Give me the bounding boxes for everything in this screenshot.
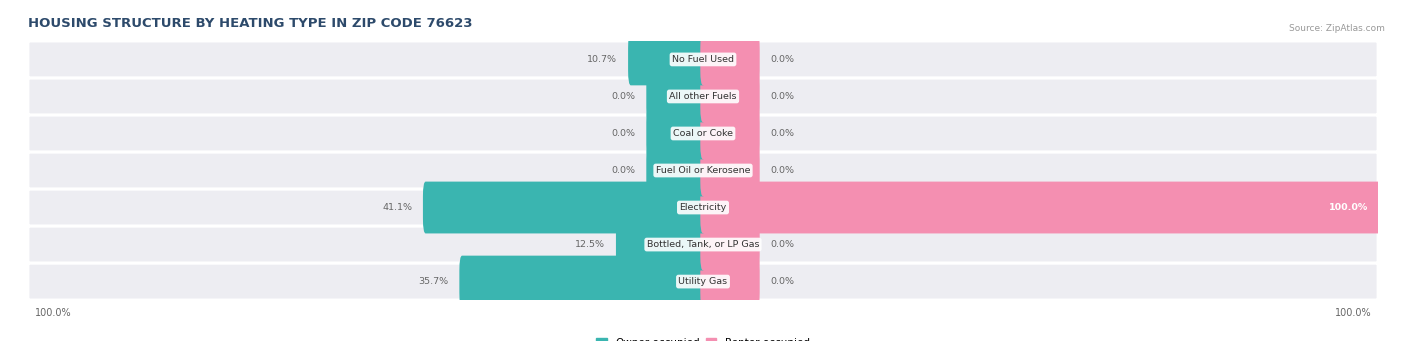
Text: Utility Gas: Utility Gas: [679, 277, 727, 286]
FancyBboxPatch shape: [28, 226, 1378, 263]
Text: No Fuel Used: No Fuel Used: [672, 55, 734, 64]
Text: 100.0%: 100.0%: [1334, 308, 1371, 318]
Text: 100.0%: 100.0%: [1329, 203, 1368, 212]
Text: 0.0%: 0.0%: [770, 129, 794, 138]
FancyBboxPatch shape: [647, 71, 706, 122]
Text: Fuel Oil or Kerosene: Fuel Oil or Kerosene: [655, 166, 751, 175]
Text: HOUSING STRUCTURE BY HEATING TYPE IN ZIP CODE 76623: HOUSING STRUCTURE BY HEATING TYPE IN ZIP…: [28, 17, 472, 30]
FancyBboxPatch shape: [700, 107, 759, 159]
Text: Coal or Coke: Coal or Coke: [673, 129, 733, 138]
FancyBboxPatch shape: [28, 263, 1378, 300]
FancyBboxPatch shape: [700, 256, 759, 308]
FancyBboxPatch shape: [700, 182, 1381, 234]
FancyBboxPatch shape: [28, 115, 1378, 152]
FancyBboxPatch shape: [460, 256, 706, 308]
Text: 0.0%: 0.0%: [770, 240, 794, 249]
Text: 10.7%: 10.7%: [588, 55, 617, 64]
FancyBboxPatch shape: [700, 145, 759, 196]
FancyBboxPatch shape: [423, 182, 706, 234]
FancyBboxPatch shape: [700, 33, 759, 85]
FancyBboxPatch shape: [628, 33, 706, 85]
Text: 100.0%: 100.0%: [35, 308, 72, 318]
Text: All other Fuels: All other Fuels: [669, 92, 737, 101]
Text: 0.0%: 0.0%: [770, 92, 794, 101]
Text: Electricity: Electricity: [679, 203, 727, 212]
Text: 0.0%: 0.0%: [612, 129, 636, 138]
Text: 41.1%: 41.1%: [382, 203, 412, 212]
FancyBboxPatch shape: [28, 152, 1378, 189]
FancyBboxPatch shape: [700, 71, 759, 122]
Text: 0.0%: 0.0%: [612, 92, 636, 101]
Text: 0.0%: 0.0%: [770, 55, 794, 64]
FancyBboxPatch shape: [28, 78, 1378, 115]
Text: 12.5%: 12.5%: [575, 240, 605, 249]
FancyBboxPatch shape: [28, 41, 1378, 78]
FancyBboxPatch shape: [647, 107, 706, 159]
FancyBboxPatch shape: [700, 219, 759, 270]
Text: Bottled, Tank, or LP Gas: Bottled, Tank, or LP Gas: [647, 240, 759, 249]
Legend: Owner-occupied, Renter-occupied: Owner-occupied, Renter-occupied: [592, 333, 814, 341]
Text: 0.0%: 0.0%: [770, 166, 794, 175]
FancyBboxPatch shape: [616, 219, 706, 270]
FancyBboxPatch shape: [647, 145, 706, 196]
Text: Source: ZipAtlas.com: Source: ZipAtlas.com: [1289, 24, 1385, 33]
Text: 0.0%: 0.0%: [770, 277, 794, 286]
Text: 35.7%: 35.7%: [419, 277, 449, 286]
FancyBboxPatch shape: [28, 189, 1378, 226]
Text: 0.0%: 0.0%: [612, 166, 636, 175]
